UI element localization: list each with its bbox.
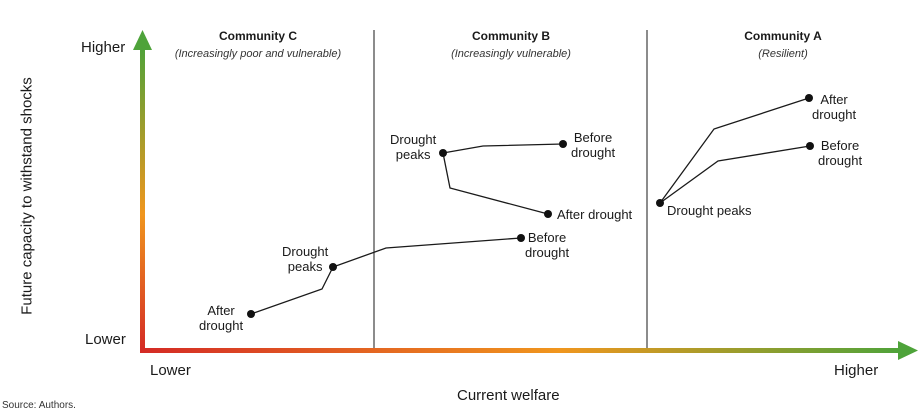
label-line: Before <box>820 138 860 153</box>
label-line: Drought <box>390 132 437 147</box>
label-c-drought-peaks: Drought peaks <box>282 244 328 274</box>
point-a-before-drought <box>806 142 814 150</box>
label-line: drought <box>525 245 570 260</box>
label-line: drought <box>812 107 857 122</box>
label-line: drought <box>818 153 863 168</box>
point-a-after-drought <box>805 94 813 102</box>
label-b-after-drought: After drought <box>557 207 633 222</box>
x-axis-line <box>140 348 902 353</box>
x-axis-arrow <box>898 341 918 360</box>
x-axis-high-label: Higher <box>834 362 879 379</box>
label-b-drought-peaks: Drought peaks <box>390 132 436 162</box>
label-line: peaks <box>395 147 431 162</box>
label-line: Drought <box>282 244 329 259</box>
label-c-after-drought: After drought <box>199 303 243 333</box>
label-line: peaks <box>287 259 323 274</box>
x-axis-low-label: Lower <box>150 362 191 379</box>
label-a-after-drought: After drought <box>812 92 856 122</box>
community-c-title: Community C <box>219 29 297 43</box>
label-line: Before <box>573 130 613 145</box>
label-a-drought-peaks: Drought peaks <box>667 203 752 218</box>
y-axis-high-label: Higher <box>81 39 126 56</box>
point-b-before-drought-2 <box>517 234 525 242</box>
point-a-drought-peaks <box>656 199 664 207</box>
community-c-subtitle: (Increasingly poor and vulnerable) <box>174 48 342 60</box>
x-axis-title: Current welfare <box>457 387 560 404</box>
community-a-subtitle: (Resilient) <box>758 48 808 60</box>
path-community-a-before <box>659 145 811 204</box>
label-line: drought <box>199 318 244 333</box>
point-c-after-drought <box>247 310 255 318</box>
point-b-before-drought-1 <box>559 140 567 148</box>
path-community-a-after <box>659 97 810 204</box>
community-b-title: Community B <box>472 29 550 43</box>
point-b-after-drought <box>544 210 552 218</box>
label-a-before-drought: Before drought <box>818 138 862 168</box>
community-b-subtitle: (Increasingly vulnerable) <box>451 48 571 60</box>
y-axis-line <box>140 46 145 352</box>
source-note: Source: Authors. <box>2 400 76 411</box>
path-community-b <box>442 143 564 215</box>
label-b-before-drought-2: Before drought <box>525 230 569 260</box>
y-axis-low-label: Lower <box>85 331 126 348</box>
community-a-title: Community A <box>744 29 822 43</box>
label-line: After <box>820 92 848 107</box>
point-c-drought-peaks <box>329 263 337 271</box>
label-line: Before <box>527 230 567 245</box>
y-axis-title: Future capacity to withstand shocks <box>18 77 36 315</box>
label-b-before-drought-1: Before drought <box>571 130 615 160</box>
label-line: After <box>207 303 235 318</box>
label-line: drought <box>571 145 616 160</box>
point-b-drought-peaks <box>439 149 447 157</box>
y-axis-arrow <box>133 30 152 50</box>
